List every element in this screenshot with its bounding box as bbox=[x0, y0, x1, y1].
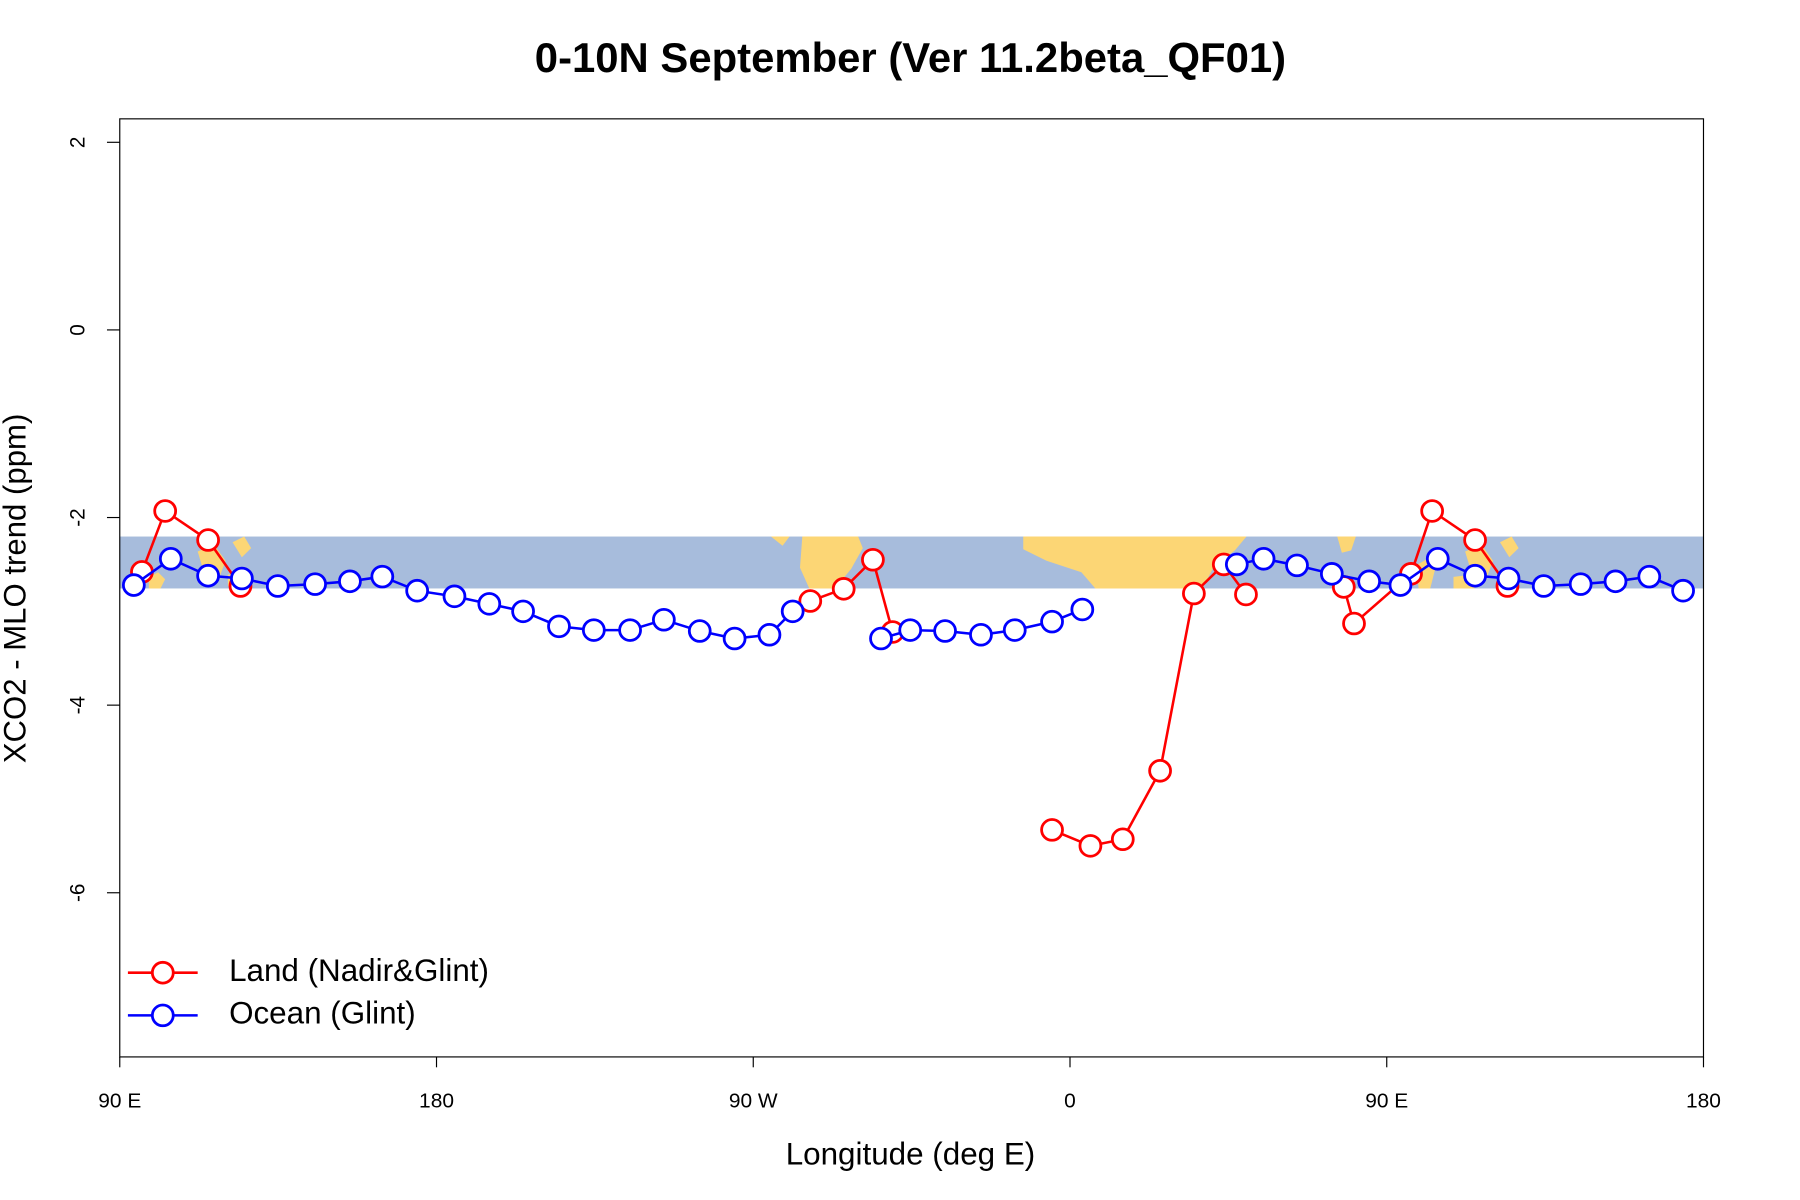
legend-marker bbox=[150, 960, 175, 985]
x-tick-label: 180 bbox=[419, 1089, 454, 1112]
point bbox=[618, 618, 642, 642]
point bbox=[1251, 547, 1276, 571]
point bbox=[861, 547, 885, 572]
point bbox=[477, 592, 502, 616]
point bbox=[798, 589, 823, 613]
y-tick-label: 2 bbox=[67, 137, 90, 149]
point bbox=[969, 623, 993, 647]
point bbox=[1070, 597, 1095, 622]
x-tick-label: 90 W bbox=[729, 1089, 778, 1112]
point bbox=[1463, 528, 1487, 552]
point bbox=[1463, 563, 1487, 588]
y-tick-label: -6 bbox=[67, 884, 90, 902]
y-tick-label: -4 bbox=[67, 696, 90, 714]
point bbox=[780, 599, 805, 624]
chart-title: 0-10N September (Ver 11.2beta_QF01) bbox=[535, 34, 1286, 81]
point bbox=[121, 573, 146, 597]
x-tick-label: 90 E bbox=[98, 1089, 141, 1112]
point bbox=[1110, 827, 1135, 852]
point bbox=[370, 564, 395, 589]
legend-label: Land (Nadir&Glint) bbox=[229, 953, 489, 988]
x-tick-label: 0 bbox=[1064, 1089, 1076, 1112]
point bbox=[1342, 611, 1366, 636]
x-tick-label: 180 bbox=[1686, 1089, 1721, 1112]
point bbox=[196, 528, 220, 552]
point bbox=[1420, 499, 1445, 523]
point bbox=[722, 626, 747, 651]
point bbox=[757, 623, 782, 647]
point bbox=[869, 626, 893, 651]
x-tick-label: 90 E bbox=[1365, 1089, 1408, 1112]
point bbox=[1388, 573, 1413, 597]
series-line bbox=[140, 508, 1509, 848]
y-tick-label: -2 bbox=[67, 508, 90, 526]
legend-marker bbox=[150, 1003, 175, 1028]
point bbox=[1182, 581, 1206, 606]
point bbox=[831, 577, 856, 601]
point bbox=[1637, 564, 1662, 589]
point bbox=[1148, 759, 1172, 783]
point bbox=[1319, 562, 1344, 586]
point bbox=[898, 618, 923, 642]
point bbox=[547, 614, 571, 639]
point bbox=[442, 584, 467, 609]
point bbox=[1531, 574, 1556, 598]
point bbox=[1002, 618, 1027, 642]
point bbox=[1224, 552, 1249, 577]
point bbox=[303, 572, 327, 596]
point bbox=[1671, 578, 1695, 603]
point bbox=[338, 569, 362, 594]
point bbox=[1040, 609, 1064, 634]
point bbox=[230, 566, 254, 591]
point bbox=[1285, 553, 1309, 578]
point bbox=[1425, 547, 1450, 571]
point bbox=[405, 578, 430, 603]
point bbox=[1078, 834, 1103, 858]
point bbox=[687, 619, 712, 643]
plot-frame bbox=[119, 118, 1705, 1058]
point bbox=[1234, 582, 1258, 607]
point bbox=[158, 547, 183, 571]
y-tick-label: 0 bbox=[67, 324, 90, 336]
point bbox=[581, 618, 606, 642]
point bbox=[1040, 818, 1064, 842]
point bbox=[1568, 572, 1593, 596]
point bbox=[933, 619, 957, 643]
point bbox=[1603, 569, 1628, 594]
y-axis-label: XCO2 - MLO trend (ppm) bbox=[0, 414, 33, 764]
point bbox=[196, 563, 220, 588]
point bbox=[265, 574, 290, 598]
point bbox=[1357, 569, 1382, 594]
point bbox=[652, 608, 676, 632]
point bbox=[153, 499, 178, 523]
x-axis-label: Longitude (deg E) bbox=[786, 1136, 1036, 1171]
legend-label: Ocean (Glint) bbox=[229, 996, 416, 1031]
point bbox=[511, 599, 535, 624]
point bbox=[1496, 566, 1521, 591]
